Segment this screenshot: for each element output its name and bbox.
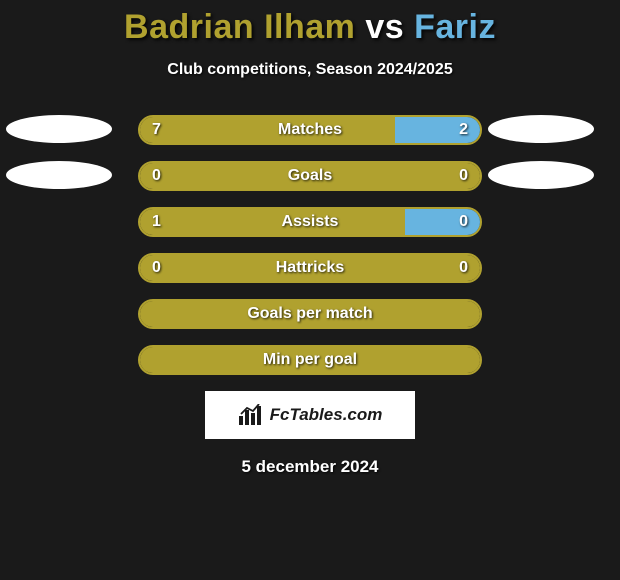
stat-value-right: 0 <box>459 253 468 283</box>
stat-bar-fill <box>140 347 480 373</box>
player1-name: Badrian Ilham <box>124 8 355 46</box>
stat-bar-fill <box>140 255 480 281</box>
stat-value-right: 0 <box>459 161 468 191</box>
stat-value-right: 0 <box>459 207 468 237</box>
stat-value-left: 0 <box>152 253 161 283</box>
stat-bar <box>138 161 482 191</box>
stat-row: Min per goal <box>138 345 482 375</box>
comparison-title: Badrian Ilham vs Fariz <box>0 0 620 47</box>
stat-value-left: 0 <box>152 161 161 191</box>
stat-row: Hattricks00 <box>138 253 482 283</box>
stat-value-left: 1 <box>152 207 161 237</box>
stat-bar-right <box>405 209 480 235</box>
stat-bar-fill <box>140 301 480 327</box>
comparison-chart: Matches72Goals00Assists10Hattricks00Goal… <box>0 115 620 375</box>
vs-text: vs <box>365 8 404 46</box>
subtitle: Club competitions, Season 2024/2025 <box>0 61 620 79</box>
stat-bar <box>138 115 482 145</box>
stat-row: Goals00 <box>138 161 482 191</box>
stat-row: Matches72 <box>138 115 482 145</box>
player2-name: Fariz <box>414 8 496 46</box>
player1-club-oval <box>6 161 112 189</box>
stat-value-left: 7 <box>152 115 161 145</box>
stat-bar <box>138 345 482 375</box>
stat-row: Goals per match <box>138 299 482 329</box>
stat-bar <box>138 207 482 237</box>
date-text: 5 december 2024 <box>0 457 620 477</box>
stat-bar-left <box>140 209 405 235</box>
player1-club-oval <box>6 115 112 143</box>
fctables-logo: FcTables.com <box>205 391 415 439</box>
player2-club-oval <box>488 115 594 143</box>
stat-bar-left <box>140 117 395 143</box>
stat-bar <box>138 253 482 283</box>
stat-bar <box>138 299 482 329</box>
stat-bar-fill <box>140 163 480 189</box>
stat-value-right: 2 <box>459 115 468 145</box>
stat-row: Assists10 <box>138 207 482 237</box>
chart-icon <box>238 404 264 426</box>
player2-club-oval <box>488 161 594 189</box>
logo-text: FcTables.com <box>270 405 383 425</box>
